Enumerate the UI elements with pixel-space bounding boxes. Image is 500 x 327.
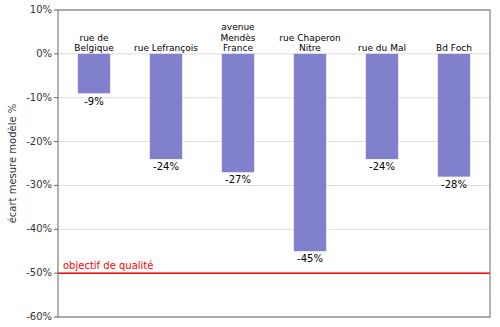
grid-line [58, 141, 490, 142]
category-label: rue deBelgique [74, 33, 114, 53]
grid-line [58, 53, 490, 54]
category-label-line: France [223, 43, 253, 53]
tick-label: -40% [26, 223, 52, 234]
category-label-line: rue de [79, 33, 109, 43]
grid [58, 10, 490, 317]
category-label: rue Lefrançois [134, 43, 198, 53]
category-label: rue du Mal [358, 43, 406, 53]
category-label: rue ChaperonNitre [279, 33, 340, 53]
bar [366, 54, 398, 159]
data-label: -24% [369, 161, 395, 172]
tick-label: -60% [26, 311, 52, 322]
data-label: -9% [84, 96, 103, 107]
grid-line [58, 229, 490, 230]
category-label-line: Nitre [299, 43, 321, 53]
bars [78, 54, 470, 251]
data-label: -24% [153, 161, 179, 172]
tick-label: -50% [26, 267, 52, 278]
category-label: avenueMendèsFrance [221, 22, 256, 53]
bar [438, 54, 470, 177]
tick-mark [54, 273, 58, 274]
category-label-line: Belgique [74, 43, 114, 53]
tick-label: -20% [26, 136, 52, 147]
tick-label: 10% [30, 4, 52, 15]
data-labels: -9% -24% -27% -45% -24% -28% [84, 96, 467, 265]
tick-mark [54, 229, 58, 230]
annotation: objectif de qualité [63, 260, 153, 271]
grid-line [58, 273, 490, 274]
category-label-line: Mendès [221, 33, 256, 43]
category-label: Bd Foch [436, 43, 472, 53]
data-label: -28% [441, 179, 467, 190]
tick-label: -30% [26, 179, 52, 190]
tick-mark [54, 53, 58, 54]
tick-mark [54, 97, 58, 98]
grid-line [58, 185, 490, 186]
data-label: -45% [297, 253, 323, 264]
tick-label: -10% [26, 92, 52, 103]
chart: 10% 0% -10% -20% -30% -40% -50% -60% écart mesur… [0, 0, 500, 327]
bar [294, 54, 326, 251]
y-axis: 10% 0% -10% -20% -30% -40% -50% -60% [26, 4, 58, 322]
data-label: -27% [225, 174, 251, 185]
reference-line [58, 272, 490, 274]
category-label-line: avenue [221, 22, 255, 32]
tick-mark [54, 317, 58, 318]
category-labels: rue deBelgique rue Lefrançois avenueMendès… [74, 22, 472, 53]
category-label-line: rue Chaperon [279, 33, 340, 43]
tick-mark [54, 185, 58, 186]
tick-mark [54, 141, 58, 142]
tick-mark [54, 10, 58, 11]
plot-frame [58, 10, 490, 317]
bar [222, 54, 254, 172]
annotations: objectif de qualité [58, 260, 490, 273]
bar [78, 54, 110, 93]
grid-line [58, 97, 490, 98]
bar [150, 54, 182, 159]
tick-label: 0% [36, 48, 52, 59]
axis-label: écart mesure modèle % [7, 104, 18, 224]
